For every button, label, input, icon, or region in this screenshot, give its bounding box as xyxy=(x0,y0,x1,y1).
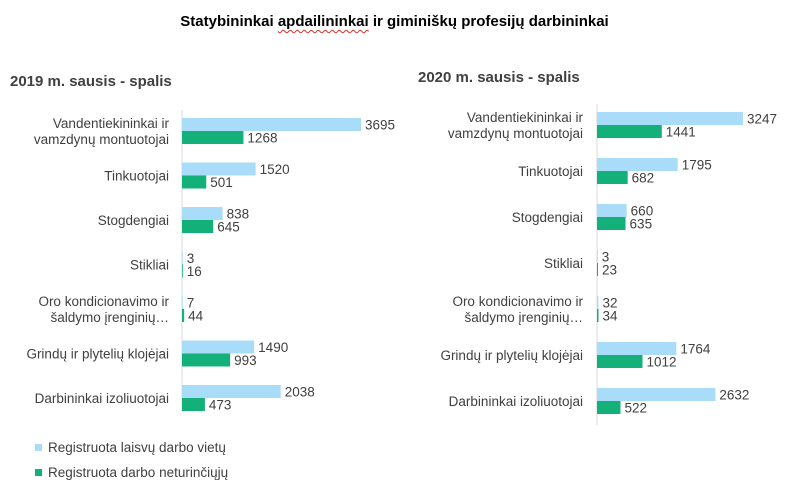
data-label-2019-s0-1: 1520 xyxy=(260,162,290,177)
data-label-2019-s1-0: 1268 xyxy=(247,131,277,146)
category-label-2019-4: Oro kondicionavimo ir šaldymo įrenginių… xyxy=(38,294,169,325)
data-label-2019-s1-4: 44 xyxy=(188,309,204,324)
bar-2020-s0-4 xyxy=(597,296,599,309)
category-label-2020-1: Tinkuotojai xyxy=(518,164,583,179)
category-label-2019-5: Grindų ir plytelių klojėjai xyxy=(26,347,169,362)
data-label-2020-s0-6: 2632 xyxy=(719,388,749,403)
data-label-2020-s0-3: 3 xyxy=(602,250,610,265)
data-label-2020-s0-4: 32 xyxy=(602,296,617,311)
category-label-2020-2: Stogdengiai xyxy=(512,210,583,225)
bar-2019-s0-5 xyxy=(182,340,255,354)
chart-2019-subtitle: 2019 m. sausis - spalis xyxy=(10,73,172,90)
bar-2020-s1-0 xyxy=(597,125,662,138)
category-label-2019-1: Tinkuotojai xyxy=(104,169,169,184)
data-label-2019-s1-6: 473 xyxy=(209,398,232,413)
legend-item-unemployed: Registruota darbo neturinčiųjų xyxy=(35,465,228,480)
bar-2019-s1-6 xyxy=(182,398,205,411)
bar-2020-s1-6 xyxy=(597,401,621,414)
data-label-2020-s1-1: 682 xyxy=(632,171,655,186)
data-label-2020-s1-0: 1441 xyxy=(666,125,696,140)
bar-2019-s0-2 xyxy=(182,207,223,220)
category-label-2020-0: Vandentiekininkai ir vamzdynų montuotojai xyxy=(448,110,584,141)
bar-2019-s1-3 xyxy=(182,264,183,278)
bar-2019-s1-4 xyxy=(182,309,185,322)
title-part-1: Statybininkai xyxy=(180,13,278,30)
category-label-2019-3: Stikliai xyxy=(130,258,169,273)
bar-2019-s0-0 xyxy=(182,118,361,131)
data-label-2020-s0-1: 1795 xyxy=(682,158,712,173)
bar-2020-s0-0 xyxy=(597,112,743,125)
category-label-2020-3: Stikliai xyxy=(544,256,583,271)
bar-2020-s1-5 xyxy=(597,355,643,368)
category-label-2019-2: Stogdengiai xyxy=(98,213,169,228)
bar-2020-s0-3 xyxy=(597,250,598,263)
legend-label-vacancies: Registruota laisvų darbo vietų xyxy=(48,440,226,455)
category-label-2020-5: Grindų ir plytelių klojėjai xyxy=(440,348,583,363)
data-label-2020-s0-5: 1764 xyxy=(680,342,711,357)
data-label-2019-s1-1: 501 xyxy=(210,175,233,190)
data-label-2020-s0-2: 660 xyxy=(631,204,654,219)
data-label-2019-s0-4: 7 xyxy=(187,296,195,311)
category-label-2019-6: Darbininkai izoliuotojai xyxy=(35,391,169,406)
bar-2019-s0-1 xyxy=(182,162,256,176)
data-label-2020-s1-6: 522 xyxy=(624,401,647,416)
data-label-2019-s0-6: 2038 xyxy=(285,385,315,400)
chart-2020-subtitle: 2020 m. sausis - spalis xyxy=(418,69,580,86)
data-label-2020-s1-2: 635 xyxy=(630,217,653,232)
bar-2019-s0-4 xyxy=(182,296,183,309)
bar-2019-s1-5 xyxy=(182,353,231,367)
data-label-2019-s0-0: 3695 xyxy=(365,118,395,133)
category-label-2019-0: Vandentiekininkai ir vamzdynų montuotojai xyxy=(34,116,170,147)
data-label-2020-s1-5: 1012 xyxy=(647,355,677,370)
legend-swatch-vacancies xyxy=(35,444,42,451)
chart-title: Statybininkai apdailininkai ir giminiškų… xyxy=(0,13,789,30)
bar-2019-s0-6 xyxy=(182,385,281,398)
legend-label-unemployed: Registruota darbo neturinčiųjų xyxy=(48,465,229,480)
title-part-2: apdailininkai xyxy=(277,13,369,30)
category-label-2020-6: Darbininkai izoliuotojai xyxy=(449,394,583,409)
bar-2020-s0-6 xyxy=(597,388,716,401)
data-label-2019-s0-5: 1490 xyxy=(258,340,288,355)
bar-2020-s0-1 xyxy=(597,158,678,171)
data-label-2020-s1-3: 23 xyxy=(602,263,617,278)
data-label-2019-s0-2: 838 xyxy=(227,207,250,222)
bar-2019-s0-3 xyxy=(182,251,183,265)
bar-2019-s1-0 xyxy=(182,131,244,144)
legend-item-vacancies: Registruota laisvų darbo vietų xyxy=(35,440,226,455)
bar-2020-s1-1 xyxy=(597,171,628,184)
bar-2020-s0-2 xyxy=(597,204,627,217)
bar-2019-s1-2 xyxy=(182,220,214,233)
bar-2020-s0-5 xyxy=(597,342,677,355)
category-label-2020-4: Oro kondicionavimo ir šaldymo įrenginių… xyxy=(452,294,583,325)
data-label-2019-s1-5: 993 xyxy=(234,353,257,368)
data-label-2019-s1-2: 645 xyxy=(217,220,240,235)
bar-2020-s1-4 xyxy=(597,309,599,322)
legend-swatch-unemployed xyxy=(35,469,42,476)
bar-2020-s1-3 xyxy=(597,263,599,276)
bar-2019-s1-1 xyxy=(182,175,207,189)
title-part-3: ir giminiškų profesijų darbininkai xyxy=(368,13,609,30)
data-label-2019-s0-3: 3 xyxy=(187,251,195,266)
data-label-2020-s0-0: 3247 xyxy=(747,112,777,127)
data-label-2019-s1-3: 16 xyxy=(187,264,202,279)
data-label-2020-s1-4: 34 xyxy=(603,309,619,324)
bar-2020-s1-2 xyxy=(597,217,626,230)
